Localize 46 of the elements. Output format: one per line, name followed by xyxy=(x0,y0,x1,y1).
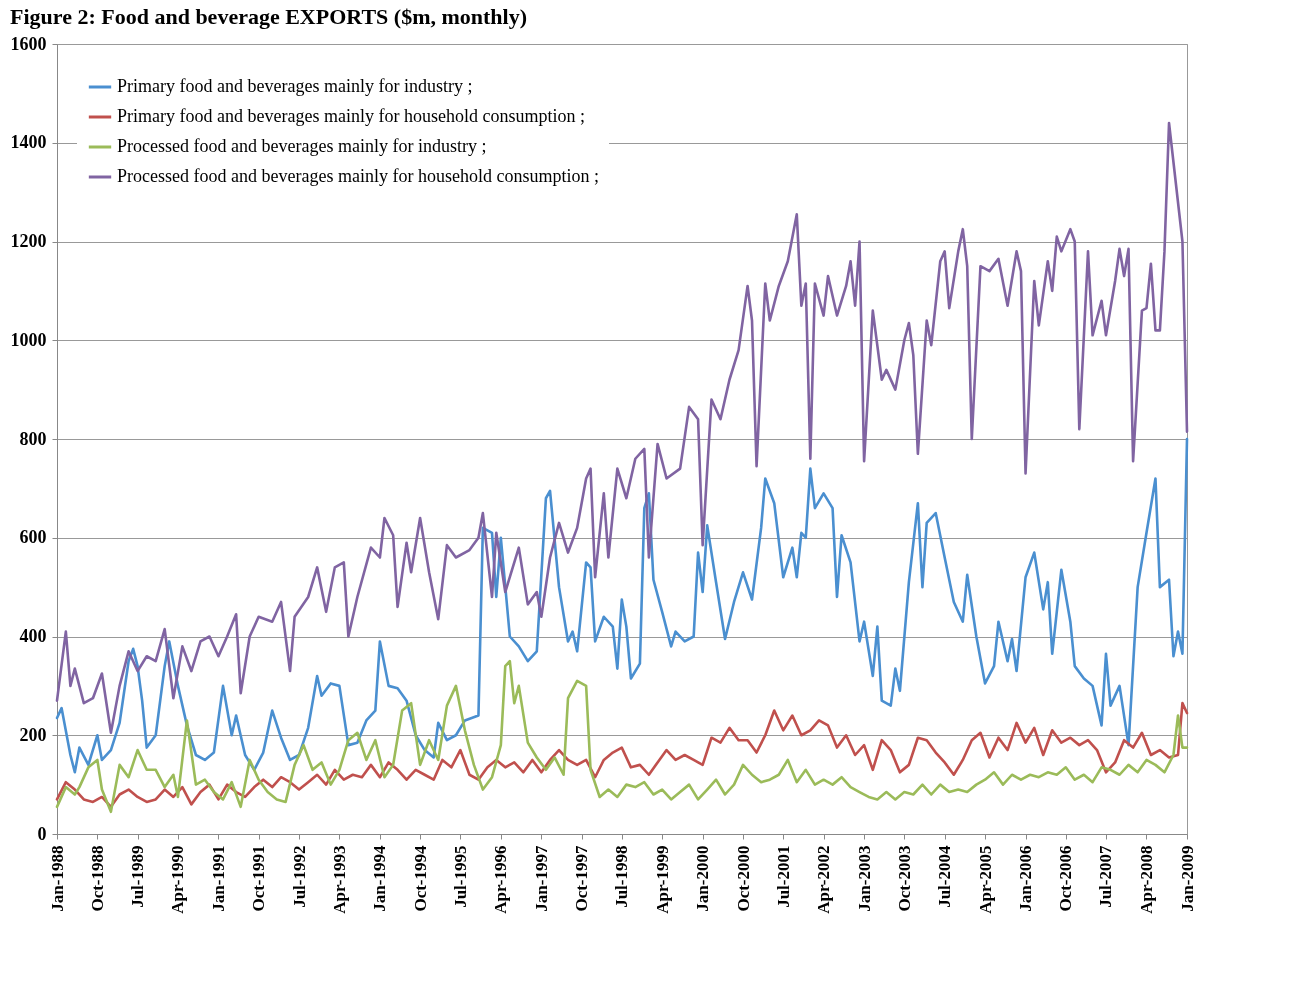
x-tick-label: Jan-1991 xyxy=(208,845,228,912)
x-tick-label: Oct-1991 xyxy=(249,845,269,912)
legend-label: Primary food and beverages mainly for household consumption ; xyxy=(117,106,585,126)
x-tick-label: Apr-1990 xyxy=(168,845,188,914)
x-tick-label: Jan-2009 xyxy=(1177,845,1197,912)
y-tick-label: 0 xyxy=(37,823,47,844)
x-tick-label: Apr-2005 xyxy=(975,845,995,914)
x-tick-label: Oct-1997 xyxy=(572,845,592,912)
x-tick-label: Jan-2000 xyxy=(693,845,713,912)
chart-title: Figure 2: Food and beverage EXPORTS ($m, monthly) xyxy=(10,4,528,29)
line-series xyxy=(55,437,1189,774)
x-tick-label: Jul-1989 xyxy=(128,845,148,908)
x-tick-label: Oct-2003 xyxy=(894,845,914,912)
x-tick-label: Jul-1998 xyxy=(612,845,632,908)
x-tick-label: Jan-1988 xyxy=(47,845,67,912)
y-tick-label: 400 xyxy=(19,626,47,646)
x-tick-label: Oct-2000 xyxy=(733,845,753,912)
x-tick-label: Jan-1997 xyxy=(531,845,551,912)
y-tick-label: 1600 xyxy=(10,33,47,54)
x-tick-label: Oct-1988 xyxy=(87,845,107,912)
x-tick-label: Apr-1996 xyxy=(491,845,511,914)
legend-label: Processed food and beverages mainly for industry ; xyxy=(117,136,487,156)
y-tick-label: 1200 xyxy=(10,231,47,251)
x-tick-label: Jan-2003 xyxy=(854,845,874,912)
x-tick-label: Jul-2007 xyxy=(1096,845,1116,908)
x-tick-label: Jul-1995 xyxy=(450,845,470,908)
x-tick-label: Jan-2006 xyxy=(1016,845,1036,912)
x-tick-label: Jan-1994 xyxy=(370,845,390,912)
x-tick-label: Apr-2002 xyxy=(814,845,834,914)
x-tick-label: Apr-1993 xyxy=(329,845,349,914)
legend-label: Processed food and beverages mainly for household consumption ; xyxy=(117,166,599,186)
x-tick-label: Jul-2004 xyxy=(935,845,955,908)
y-tick-label: 1400 xyxy=(10,132,47,153)
x-tick-label: Oct-1994 xyxy=(410,845,430,912)
y-tick-label: 200 xyxy=(19,724,47,745)
x-tick-label: Apr-2008 xyxy=(1136,845,1156,914)
x-tick-label: Apr-1999 xyxy=(652,845,672,914)
y-tick-label: 1000 xyxy=(10,329,47,350)
y-tick-label: 800 xyxy=(19,428,47,449)
x-tick-label: Jul-1992 xyxy=(289,845,309,908)
x-tick-label: Oct-2006 xyxy=(1056,845,1076,912)
legend-label: Primary food and beverages mainly for industry ; xyxy=(117,76,473,96)
line-series xyxy=(55,659,1189,814)
y-tick-label: 600 xyxy=(19,527,47,548)
line-series xyxy=(55,701,1189,809)
x-tick-label: Jul-2001 xyxy=(773,845,793,908)
